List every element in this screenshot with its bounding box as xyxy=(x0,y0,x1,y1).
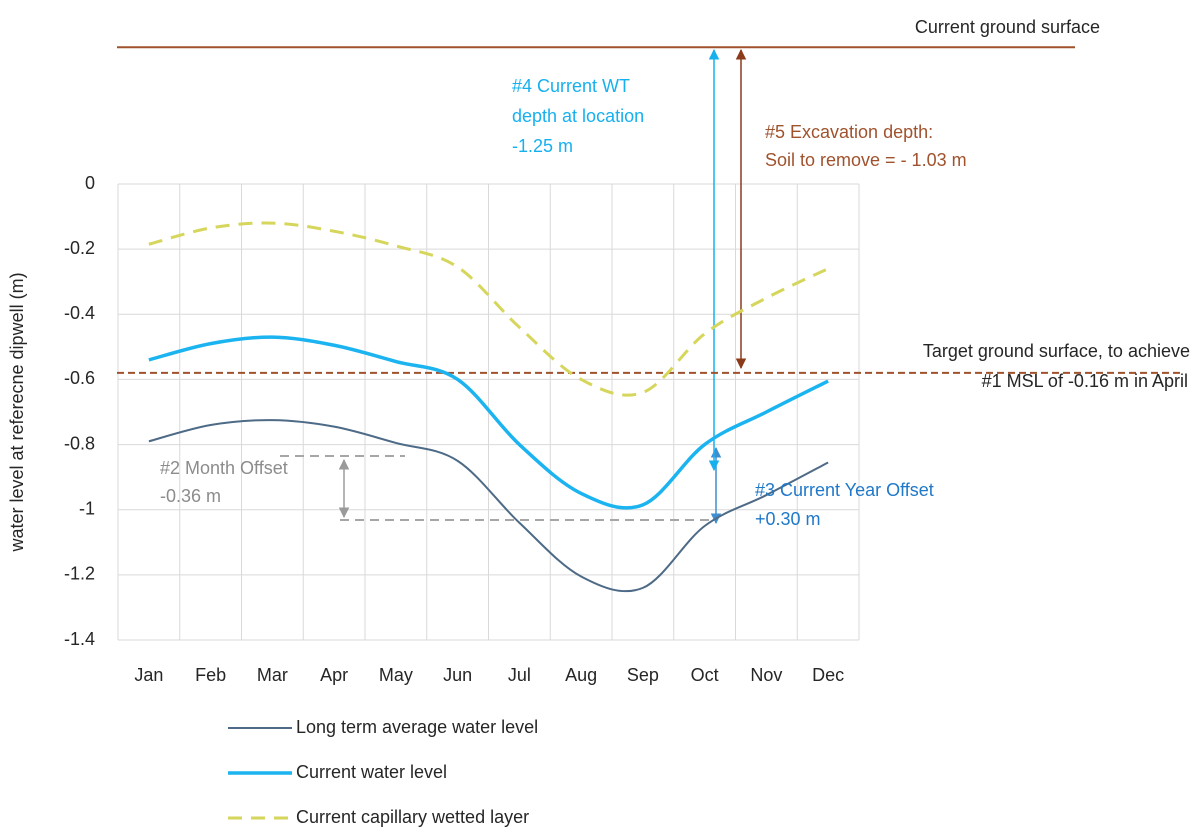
legend-label: Current water level xyxy=(296,762,447,782)
x-tick-label: Aug xyxy=(565,665,597,685)
series-line xyxy=(148,221,829,397)
annotation-text: -1.25 m xyxy=(512,136,573,156)
x-tick-label: May xyxy=(379,665,413,685)
y-axis-title: water level at referecne dipwell (m) xyxy=(7,272,27,552)
series-line xyxy=(148,335,829,510)
x-tick-label: Nov xyxy=(750,665,782,685)
series-line xyxy=(148,419,829,593)
y-tick-label: -0.6 xyxy=(64,368,95,388)
plot-area xyxy=(117,183,860,641)
x-tick-label: Sep xyxy=(627,665,659,685)
y-tick-label: -0.2 xyxy=(64,238,95,258)
y-tick-label: -1.2 xyxy=(64,564,95,584)
annotation-text: #5 Excavation depth: xyxy=(765,122,933,142)
legend-label: Current capillary wetted layer xyxy=(296,807,529,827)
y-tick-label: 0 xyxy=(85,173,95,193)
y-tick-label: -0.4 xyxy=(64,303,95,323)
annotation-text: Soil to remove = - 1.03 m xyxy=(765,150,967,170)
reference-label: Current ground surface xyxy=(915,17,1100,37)
reference-label: Target ground surface, to achieve xyxy=(923,341,1190,361)
y-tick-label: -1 xyxy=(79,498,95,518)
x-tick-label: Feb xyxy=(195,665,226,685)
x-tick-label: Oct xyxy=(691,665,719,685)
x-tick-label: Jan xyxy=(134,665,163,685)
annotation-text: #3 Current Year Offset xyxy=(755,480,934,500)
annotation-arrows xyxy=(280,48,747,525)
x-tick-label: Apr xyxy=(320,665,348,685)
y-tick-label: -1.4 xyxy=(64,629,95,649)
annotation-text: depth at location xyxy=(512,106,644,126)
y-tick-label: -0.8 xyxy=(64,433,95,453)
x-tick-label: Mar xyxy=(257,665,288,685)
legend-label: Long term average water level xyxy=(296,717,538,737)
annotation-text: #2 Month Offset xyxy=(160,458,288,478)
x-tick-label: Jul xyxy=(508,665,531,685)
annotation-text: -0.36 m xyxy=(160,486,221,506)
x-tick-label: Jun xyxy=(443,665,472,685)
annotation-text: #4 Current WT xyxy=(512,76,630,96)
reference-label: #1 MSL of -0.16 m in April xyxy=(982,371,1188,391)
annotation-text: +0.30 m xyxy=(755,509,821,529)
x-tick-label: Dec xyxy=(812,665,844,685)
